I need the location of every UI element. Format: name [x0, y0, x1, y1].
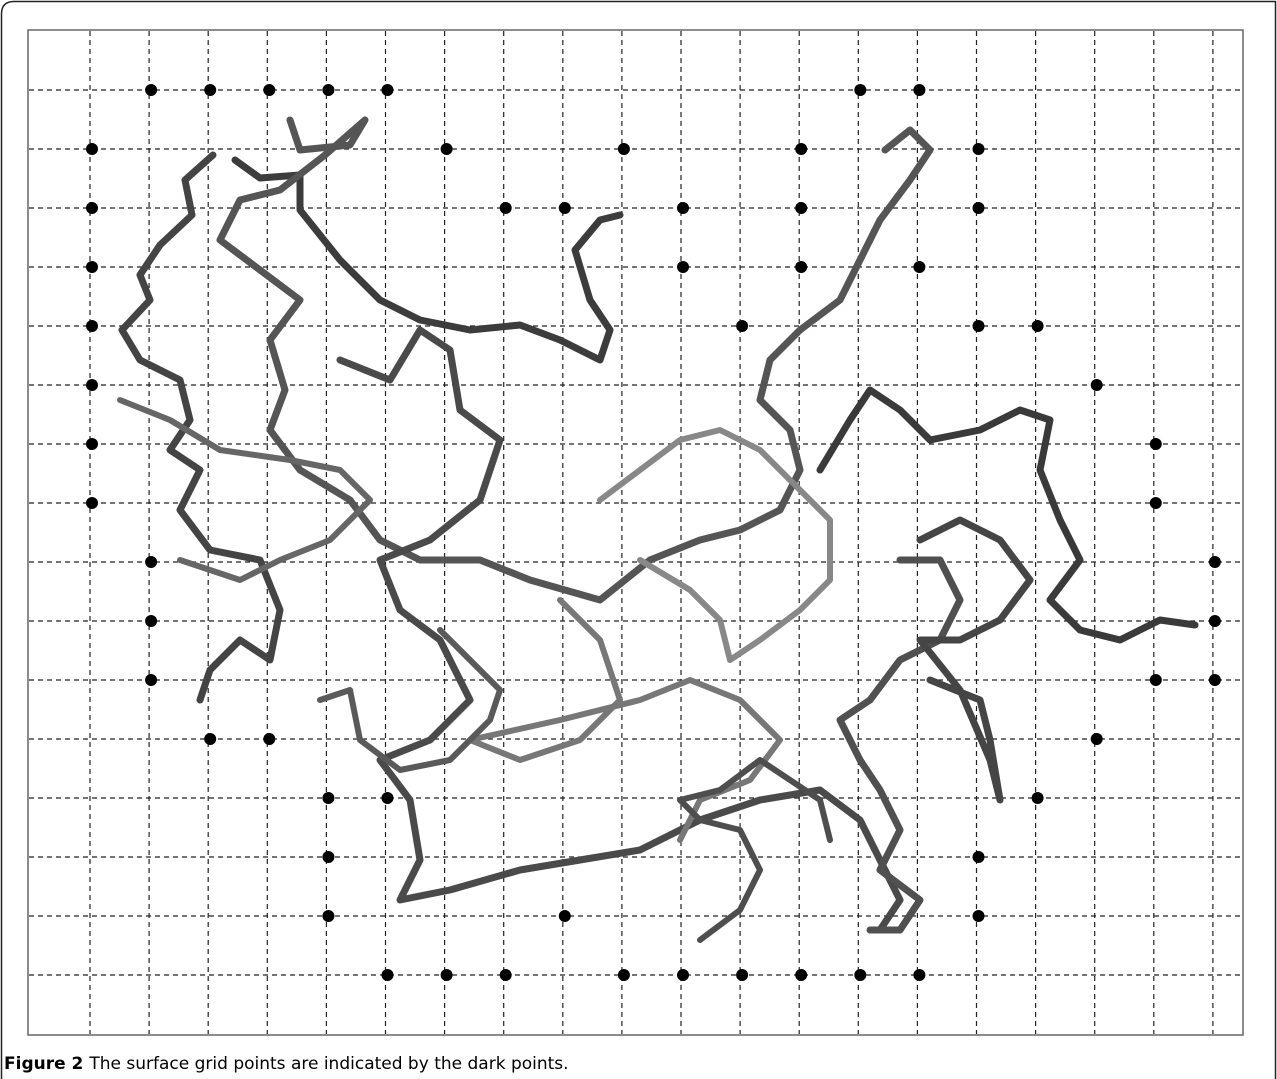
grid-point: [145, 84, 157, 96]
grid-point: [1150, 497, 1162, 509]
grid-point: [263, 733, 275, 745]
grid-point: [1091, 379, 1103, 391]
grid-point: [86, 202, 98, 214]
grid-point: [145, 674, 157, 686]
grid-point: [1209, 615, 1221, 627]
grid-point: [1150, 438, 1162, 450]
grid-point: [322, 792, 334, 804]
grid-point: [795, 261, 807, 273]
grid-point: [973, 143, 985, 155]
grid-point: [795, 969, 807, 981]
grid-point: [559, 910, 571, 922]
figure: Figure 2The surface grid points are indi…: [0, 0, 1277, 1079]
grid-point: [677, 261, 689, 273]
grid-point: [204, 733, 216, 745]
grid-point: [795, 143, 807, 155]
grid-point: [145, 556, 157, 568]
grid-point: [913, 84, 925, 96]
grid-point: [913, 261, 925, 273]
grid-point: [322, 84, 334, 96]
grid-point: [1032, 792, 1044, 804]
grid-point: [86, 143, 98, 155]
grid-point: [973, 202, 985, 214]
grid-point: [441, 969, 453, 981]
grid-point: [1150, 674, 1162, 686]
grid-point: [322, 910, 334, 922]
grid-point: [86, 320, 98, 332]
grid-point: [1209, 556, 1221, 568]
grid-point: [204, 84, 216, 96]
grid-point: [322, 851, 334, 863]
grid-point: [1032, 320, 1044, 332]
grid-point: [1091, 733, 1103, 745]
grid-point: [86, 497, 98, 509]
image-frame: [28, 30, 1243, 1035]
grid-point: [559, 202, 571, 214]
grid-point: [1209, 674, 1221, 686]
grid-point: [973, 910, 985, 922]
grid-point: [973, 851, 985, 863]
grid-point: [854, 969, 866, 981]
page: {"figure": {"label": "Figure 2", "captio…: [0, 0, 1277, 1079]
grid-point: [263, 84, 275, 96]
grid-point: [973, 320, 985, 332]
grid-point: [618, 969, 630, 981]
grid-point: [145, 615, 157, 627]
grid-point: [441, 143, 453, 155]
figure-label: Figure 2: [4, 1054, 83, 1074]
grid-point: [618, 143, 630, 155]
grid-point: [86, 438, 98, 450]
grid-point: [736, 969, 748, 981]
grid-point: [795, 202, 807, 214]
grid-point: [500, 969, 512, 981]
caption-text: The surface grid points are indicated by…: [88, 1054, 568, 1074]
grid-point: [500, 202, 512, 214]
grid-point: [86, 379, 98, 391]
grid-point: [382, 969, 394, 981]
grid-point: [382, 84, 394, 96]
grid-point: [677, 969, 689, 981]
grid-point: [913, 969, 925, 981]
grid-point: [677, 202, 689, 214]
grid-point: [86, 261, 98, 273]
grid-point: [736, 320, 748, 332]
grid-point: [382, 792, 394, 804]
grid-point: [854, 84, 866, 96]
